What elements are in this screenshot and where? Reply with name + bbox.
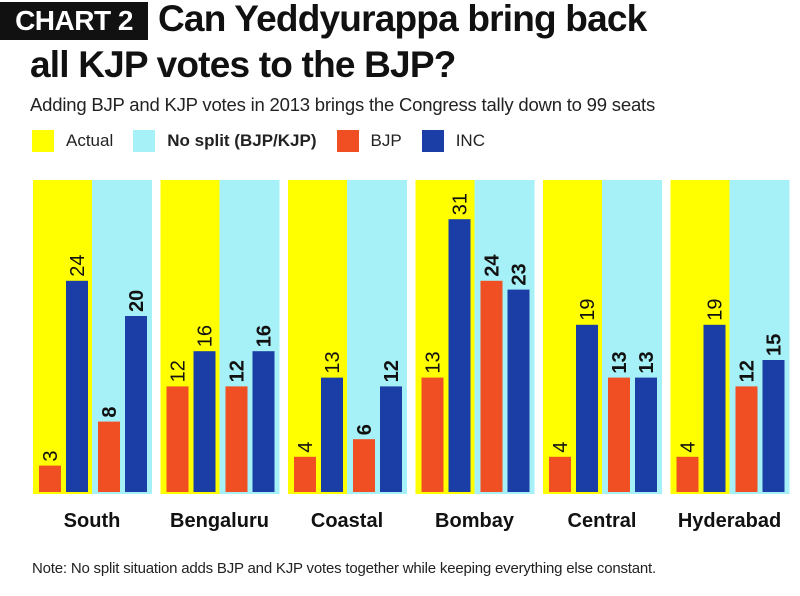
chart-area: 3 24 8 20 South 12 16 12 16 Bengaluru 4 13 6 12 Coasta… — [0, 170, 800, 555]
data-label-inc-no-split-hyderabad: 15 — [764, 334, 786, 356]
bar-bjp-actual-bombay — [421, 377, 444, 492]
data-label-bjp-actual-central: 4 — [550, 442, 572, 453]
category-label-central: Central — [568, 510, 637, 532]
data-label-inc-actual-central: 19 — [577, 299, 599, 321]
legend-swatch-actual — [32, 130, 54, 152]
bar-chart-svg: 324820South12161216Bengaluru413612Coasta… — [33, 180, 790, 532]
chart-legend: Actual No split (BJP/KJP) BJP INC — [32, 128, 505, 154]
category-label-bengaluru: Bengaluru — [170, 510, 269, 532]
category-label-hyderabad: Hyderabad — [678, 510, 781, 532]
legend-label-bjp: BJP — [370, 131, 402, 150]
data-label-inc-actual-hyderabad: 19 — [705, 299, 727, 321]
data-label-bjp-actual-bombay: 13 — [423, 351, 445, 373]
data-label-inc-actual-coastal: 13 — [322, 351, 344, 373]
data-label-inc-no-split-coastal: 12 — [381, 360, 403, 382]
data-label-bjp-no-split-bengaluru: 12 — [227, 360, 249, 382]
data-label-bjp-no-split-south: 8 — [99, 406, 121, 417]
bar-inc-no-split-bengaluru — [252, 351, 275, 492]
bar-inc-actual-bombay — [448, 219, 471, 492]
legend-label-actual: Actual — [66, 131, 114, 150]
category-label-coastal: Coastal — [311, 510, 383, 532]
bar-inc-actual-hyderabad — [703, 324, 726, 492]
bar-bjp-no-split-bengaluru — [225, 386, 248, 492]
category-label-south: South — [64, 510, 121, 532]
bar-bjp-no-split-bombay — [480, 280, 503, 492]
bar-bjp-actual-central — [549, 456, 571, 492]
data-label-inc-actual-bombay: 31 — [450, 193, 472, 215]
chart-subtitle: Adding BJP and KJP votes in 2013 brings … — [30, 94, 656, 115]
data-label-bjp-no-split-central: 13 — [609, 351, 631, 373]
bar-bjp-actual-hyderabad — [676, 456, 699, 492]
bar-inc-no-split-south — [125, 316, 147, 492]
bar-bjp-actual-bengaluru — [166, 386, 189, 492]
bar-inc-actual-central — [576, 324, 598, 492]
data-label-bjp-actual-hyderabad: 4 — [678, 442, 700, 453]
legend-item-bjp: BJP — [336, 130, 402, 152]
data-label-bjp-no-split-bombay: 24 — [482, 254, 504, 277]
bar-bjp-actual-coastal — [294, 456, 316, 492]
bar-inc-no-split-hyderabad — [762, 360, 785, 492]
data-label-inc-no-split-south: 20 — [126, 290, 148, 312]
legend-swatch-no-split — [133, 130, 156, 152]
bar-inc-no-split-bombay — [507, 289, 530, 492]
legend-item-no-split: No split (BJP/KJP) — [133, 130, 317, 152]
chart-title-line-2: all KJP votes to the BJP? — [30, 44, 456, 85]
data-label-bjp-actual-south: 3 — [40, 450, 62, 461]
data-label-inc-no-split-bengaluru: 16 — [254, 325, 276, 347]
data-label-bjp-no-split-coastal: 6 — [354, 424, 376, 435]
legend-label-no-split: No split (BJP/KJP) — [167, 131, 317, 150]
bar-bjp-no-split-south — [98, 421, 120, 492]
legend-item-actual: Actual — [32, 130, 113, 152]
data-label-inc-actual-south: 24 — [67, 255, 89, 277]
chart-title-line-1: Can Yeddyurappa bring back — [158, 0, 647, 39]
bar-inc-actual-coastal — [321, 377, 343, 492]
bar-inc-no-split-coastal — [380, 386, 402, 492]
legend-swatch-bjp — [336, 130, 359, 152]
data-label-inc-actual-bengaluru: 16 — [195, 325, 217, 347]
data-label-bjp-actual-coastal: 4 — [295, 442, 317, 453]
bar-inc-actual-bengaluru — [193, 351, 216, 492]
data-label-inc-no-split-bombay: 23 — [509, 263, 531, 285]
legend-swatch-inc — [421, 130, 444, 152]
chart-footnote: Note: No split situation adds BJP and KJ… — [32, 560, 656, 577]
bar-inc-no-split-central — [635, 377, 657, 492]
category-label-bombay: Bombay — [435, 510, 515, 532]
legend-label-inc: INC — [455, 131, 485, 150]
legend-item-inc: INC — [421, 130, 485, 152]
bar-bjp-no-split-central — [608, 377, 630, 492]
bar-bjp-no-split-coastal — [353, 439, 375, 492]
bar-bjp-no-split-hyderabad — [735, 386, 758, 492]
bar-bjp-actual-south — [39, 465, 61, 492]
data-label-inc-no-split-central: 13 — [636, 351, 658, 373]
data-label-bjp-no-split-hyderabad: 12 — [737, 360, 759, 382]
chart-number-tag: CHART 2 — [0, 2, 148, 40]
data-label-bjp-actual-bengaluru: 12 — [168, 360, 190, 382]
bar-inc-actual-south — [66, 280, 88, 492]
